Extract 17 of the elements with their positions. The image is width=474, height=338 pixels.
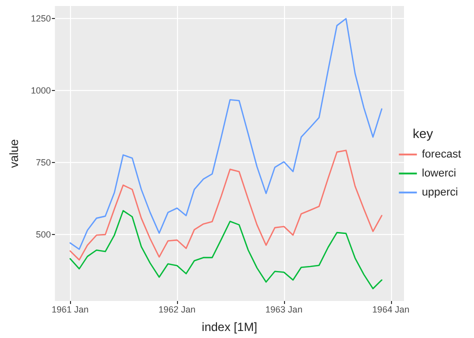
y-axis-title: value [7, 138, 21, 168]
x-tick-label: 1963 Jan [265, 304, 302, 314]
legend-title: key [412, 126, 434, 141]
y-tick-label: 1000 [30, 86, 51, 96]
line-series [70, 150, 382, 261]
x-axis-title: index [1M] [202, 320, 258, 334]
x-tick-label: 1962 Jan [158, 304, 196, 314]
y-tick-label: 1250 [30, 14, 51, 24]
y-tick-label: 500 [36, 229, 51, 240]
line-series [70, 18, 382, 250]
legend-label: lowerci [422, 168, 456, 180]
x-tick-label: 1964 Jan [372, 304, 410, 314]
line-series [70, 210, 382, 290]
x-tick-label: 1961 Jan [52, 304, 89, 314]
legend-label: forecast [422, 148, 462, 160]
legend-label: upperci [422, 186, 458, 198]
y-tick-label: 750 [36, 157, 51, 168]
